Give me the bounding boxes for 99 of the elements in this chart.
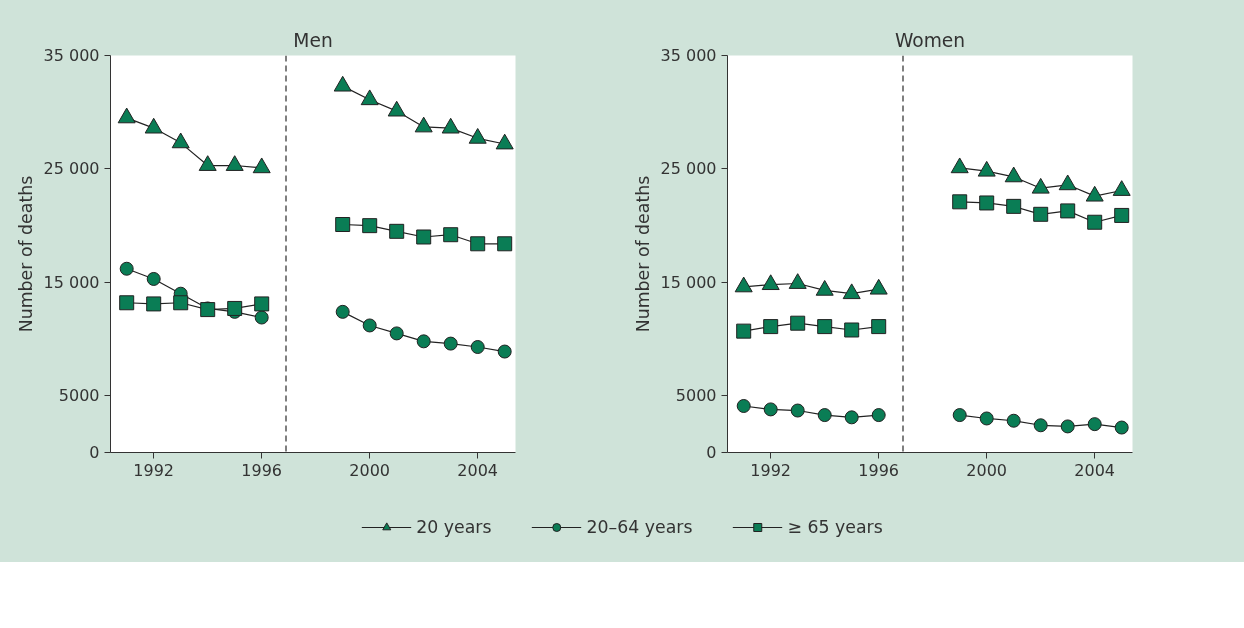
point: [790, 315, 806, 331]
point: [1058, 174, 1077, 191]
point: [497, 236, 513, 252]
point: [362, 318, 377, 333]
point: [146, 296, 162, 312]
y-tick-label: 25 000: [43, 159, 100, 179]
point: [470, 236, 486, 252]
point: [871, 408, 886, 423]
x-tick-label: 1992: [750, 460, 792, 480]
x-tick-label: 1996: [241, 460, 283, 480]
point: [734, 276, 753, 293]
point: [1033, 418, 1048, 433]
y-tick-label: 0: [89, 443, 100, 462]
point: [389, 223, 405, 239]
point: [252, 157, 271, 174]
point: [254, 310, 269, 325]
point: [198, 155, 217, 171]
y-axis-title: Number of deaths: [632, 175, 653, 333]
point: [788, 273, 807, 289]
point: [441, 117, 460, 134]
point: [1004, 166, 1023, 183]
point: [869, 278, 888, 295]
point: [117, 107, 136, 124]
y-tick-label: 35 000: [660, 46, 717, 65]
point: [763, 319, 779, 335]
point: [817, 408, 832, 423]
point: [952, 194, 968, 210]
x-tick-label: 1996: [858, 460, 900, 480]
legend-label: 20–64 years: [586, 517, 693, 537]
point: [977, 160, 996, 177]
chart-title: Women: [894, 29, 966, 51]
point: [979, 411, 994, 426]
point: [144, 117, 163, 134]
point: [761, 274, 780, 291]
point: [497, 344, 512, 359]
point: [468, 127, 487, 144]
y-tick-label: 15 000: [43, 272, 100, 292]
legend-label: 20 years: [416, 517, 492, 537]
point: [495, 133, 514, 150]
point: [1006, 198, 1022, 214]
point: [443, 336, 458, 351]
point: [416, 229, 432, 245]
point: [1060, 419, 1075, 434]
point: [387, 100, 406, 117]
point: [360, 89, 379, 106]
point: [871, 319, 887, 335]
chart-title: Men: [293, 29, 333, 51]
point: [389, 326, 404, 341]
point: [844, 322, 860, 338]
point: [119, 295, 135, 311]
point: [1085, 185, 1104, 202]
point: [414, 116, 433, 133]
point: [227, 300, 243, 316]
point: [333, 75, 352, 92]
x-tick-label: 2000: [349, 460, 391, 480]
x-tick-label: 2004: [1074, 460, 1116, 480]
y-tick-label: 5000: [58, 386, 100, 406]
point: [470, 340, 485, 354]
point: [254, 296, 270, 312]
point: [146, 271, 161, 286]
point: [1114, 207, 1130, 223]
point: [1087, 214, 1103, 230]
point: [1087, 417, 1102, 432]
y-axis-title: Number of deaths: [15, 175, 36, 333]
point: [335, 304, 350, 319]
point: [817, 319, 833, 335]
point: [979, 195, 995, 211]
y-tick-label: 5000: [675, 386, 717, 406]
point: [763, 402, 778, 417]
y-tick-label: 0: [706, 443, 717, 462]
point: [335, 217, 351, 233]
point: [844, 410, 859, 425]
point: [952, 408, 967, 423]
y-tick-label: 35 000: [43, 46, 100, 65]
y-tick-label: 15 000: [660, 272, 717, 292]
x-tick-label: 2004: [457, 460, 499, 480]
point: [225, 155, 244, 171]
x-tick-label: 1992: [133, 460, 175, 480]
point: [416, 334, 431, 349]
point: [950, 157, 969, 174]
point: [842, 283, 861, 300]
point: [1060, 203, 1076, 219]
point: [736, 399, 751, 413]
point: [790, 403, 805, 418]
point: [443, 227, 459, 243]
point: [171, 132, 190, 149]
y-tick-label: 25 000: [660, 159, 717, 179]
point: [119, 261, 134, 276]
legend-label: ≥ 65 years: [787, 517, 883, 537]
point: [1031, 177, 1050, 194]
point: [1114, 420, 1129, 435]
point: [1112, 180, 1131, 196]
point: [362, 218, 378, 234]
point: [815, 279, 834, 296]
point: [1033, 206, 1049, 222]
x-tick-label: 2000: [966, 460, 1008, 480]
point: [1006, 413, 1021, 428]
point: [173, 295, 189, 311]
point: [736, 323, 752, 339]
